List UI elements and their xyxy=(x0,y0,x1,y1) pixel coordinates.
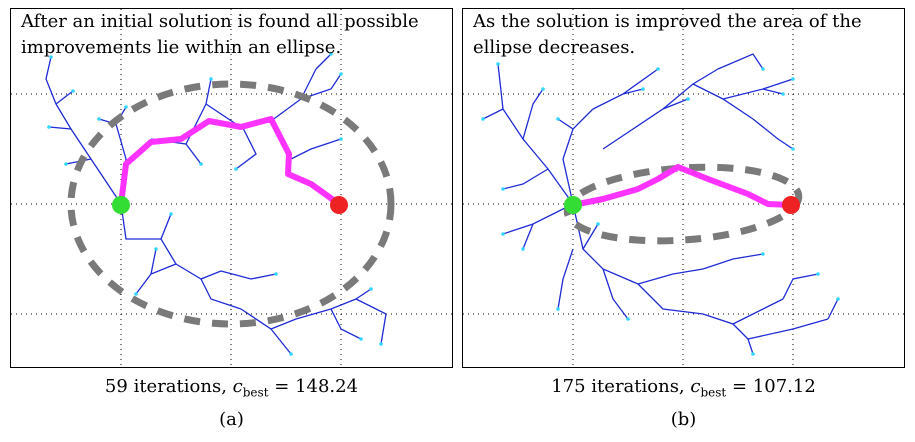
cost-value: 148.24 xyxy=(295,376,359,397)
start-node xyxy=(564,196,582,214)
panel-b-description: As the solution is improved the area of … xyxy=(473,11,862,58)
panel-b: As the solution is improved the area of … xyxy=(462,8,905,368)
iterations-word: iterations, xyxy=(133,376,227,397)
goal-node xyxy=(782,196,800,214)
caption-b: 175 iterations, cbest = 107.12 xyxy=(462,376,905,400)
panel-a-description: After an initial solution is found all p… xyxy=(21,11,419,58)
cost-symbol: c xyxy=(690,376,701,397)
cost-value: 107.12 xyxy=(752,376,816,397)
label-b: (b) xyxy=(670,409,697,430)
tree-branches xyxy=(482,53,839,355)
panel-a: After an initial solution is found all p… xyxy=(10,8,453,368)
tree-nodes xyxy=(481,62,840,356)
iterations-word: iterations, xyxy=(591,376,685,397)
panel-b-canvas xyxy=(463,9,904,367)
grid-lines xyxy=(11,9,452,367)
cost-symbol: c xyxy=(232,376,243,397)
ellipse-bound xyxy=(563,163,803,245)
equals-sign: = xyxy=(274,376,290,397)
caption-a: 59 iterations, cbest = 148.24 xyxy=(10,376,453,400)
cost-subscript: best xyxy=(700,385,727,400)
solution-path xyxy=(118,116,341,207)
grid-lines xyxy=(463,9,904,367)
tree-nodes xyxy=(47,52,383,356)
label-a: (a) xyxy=(219,409,244,430)
goal-node xyxy=(330,196,348,214)
start-node xyxy=(112,196,130,214)
solution-path xyxy=(572,164,792,208)
cost-subscript: best xyxy=(242,385,269,400)
iterations-count: 175 xyxy=(551,376,586,397)
equals-sign: = xyxy=(731,376,748,397)
ellipse-bound xyxy=(67,80,395,328)
iterations-count: 59 xyxy=(104,376,128,397)
panel-a-canvas xyxy=(11,9,452,367)
